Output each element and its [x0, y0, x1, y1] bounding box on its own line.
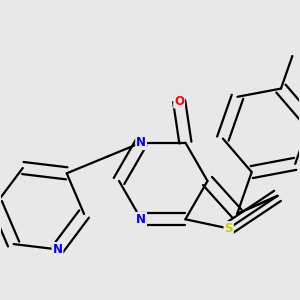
- Text: N: N: [136, 213, 146, 226]
- Text: N: N: [52, 243, 62, 256]
- Text: S: S: [224, 222, 233, 235]
- Text: N: N: [136, 136, 146, 149]
- Text: O: O: [174, 94, 184, 108]
